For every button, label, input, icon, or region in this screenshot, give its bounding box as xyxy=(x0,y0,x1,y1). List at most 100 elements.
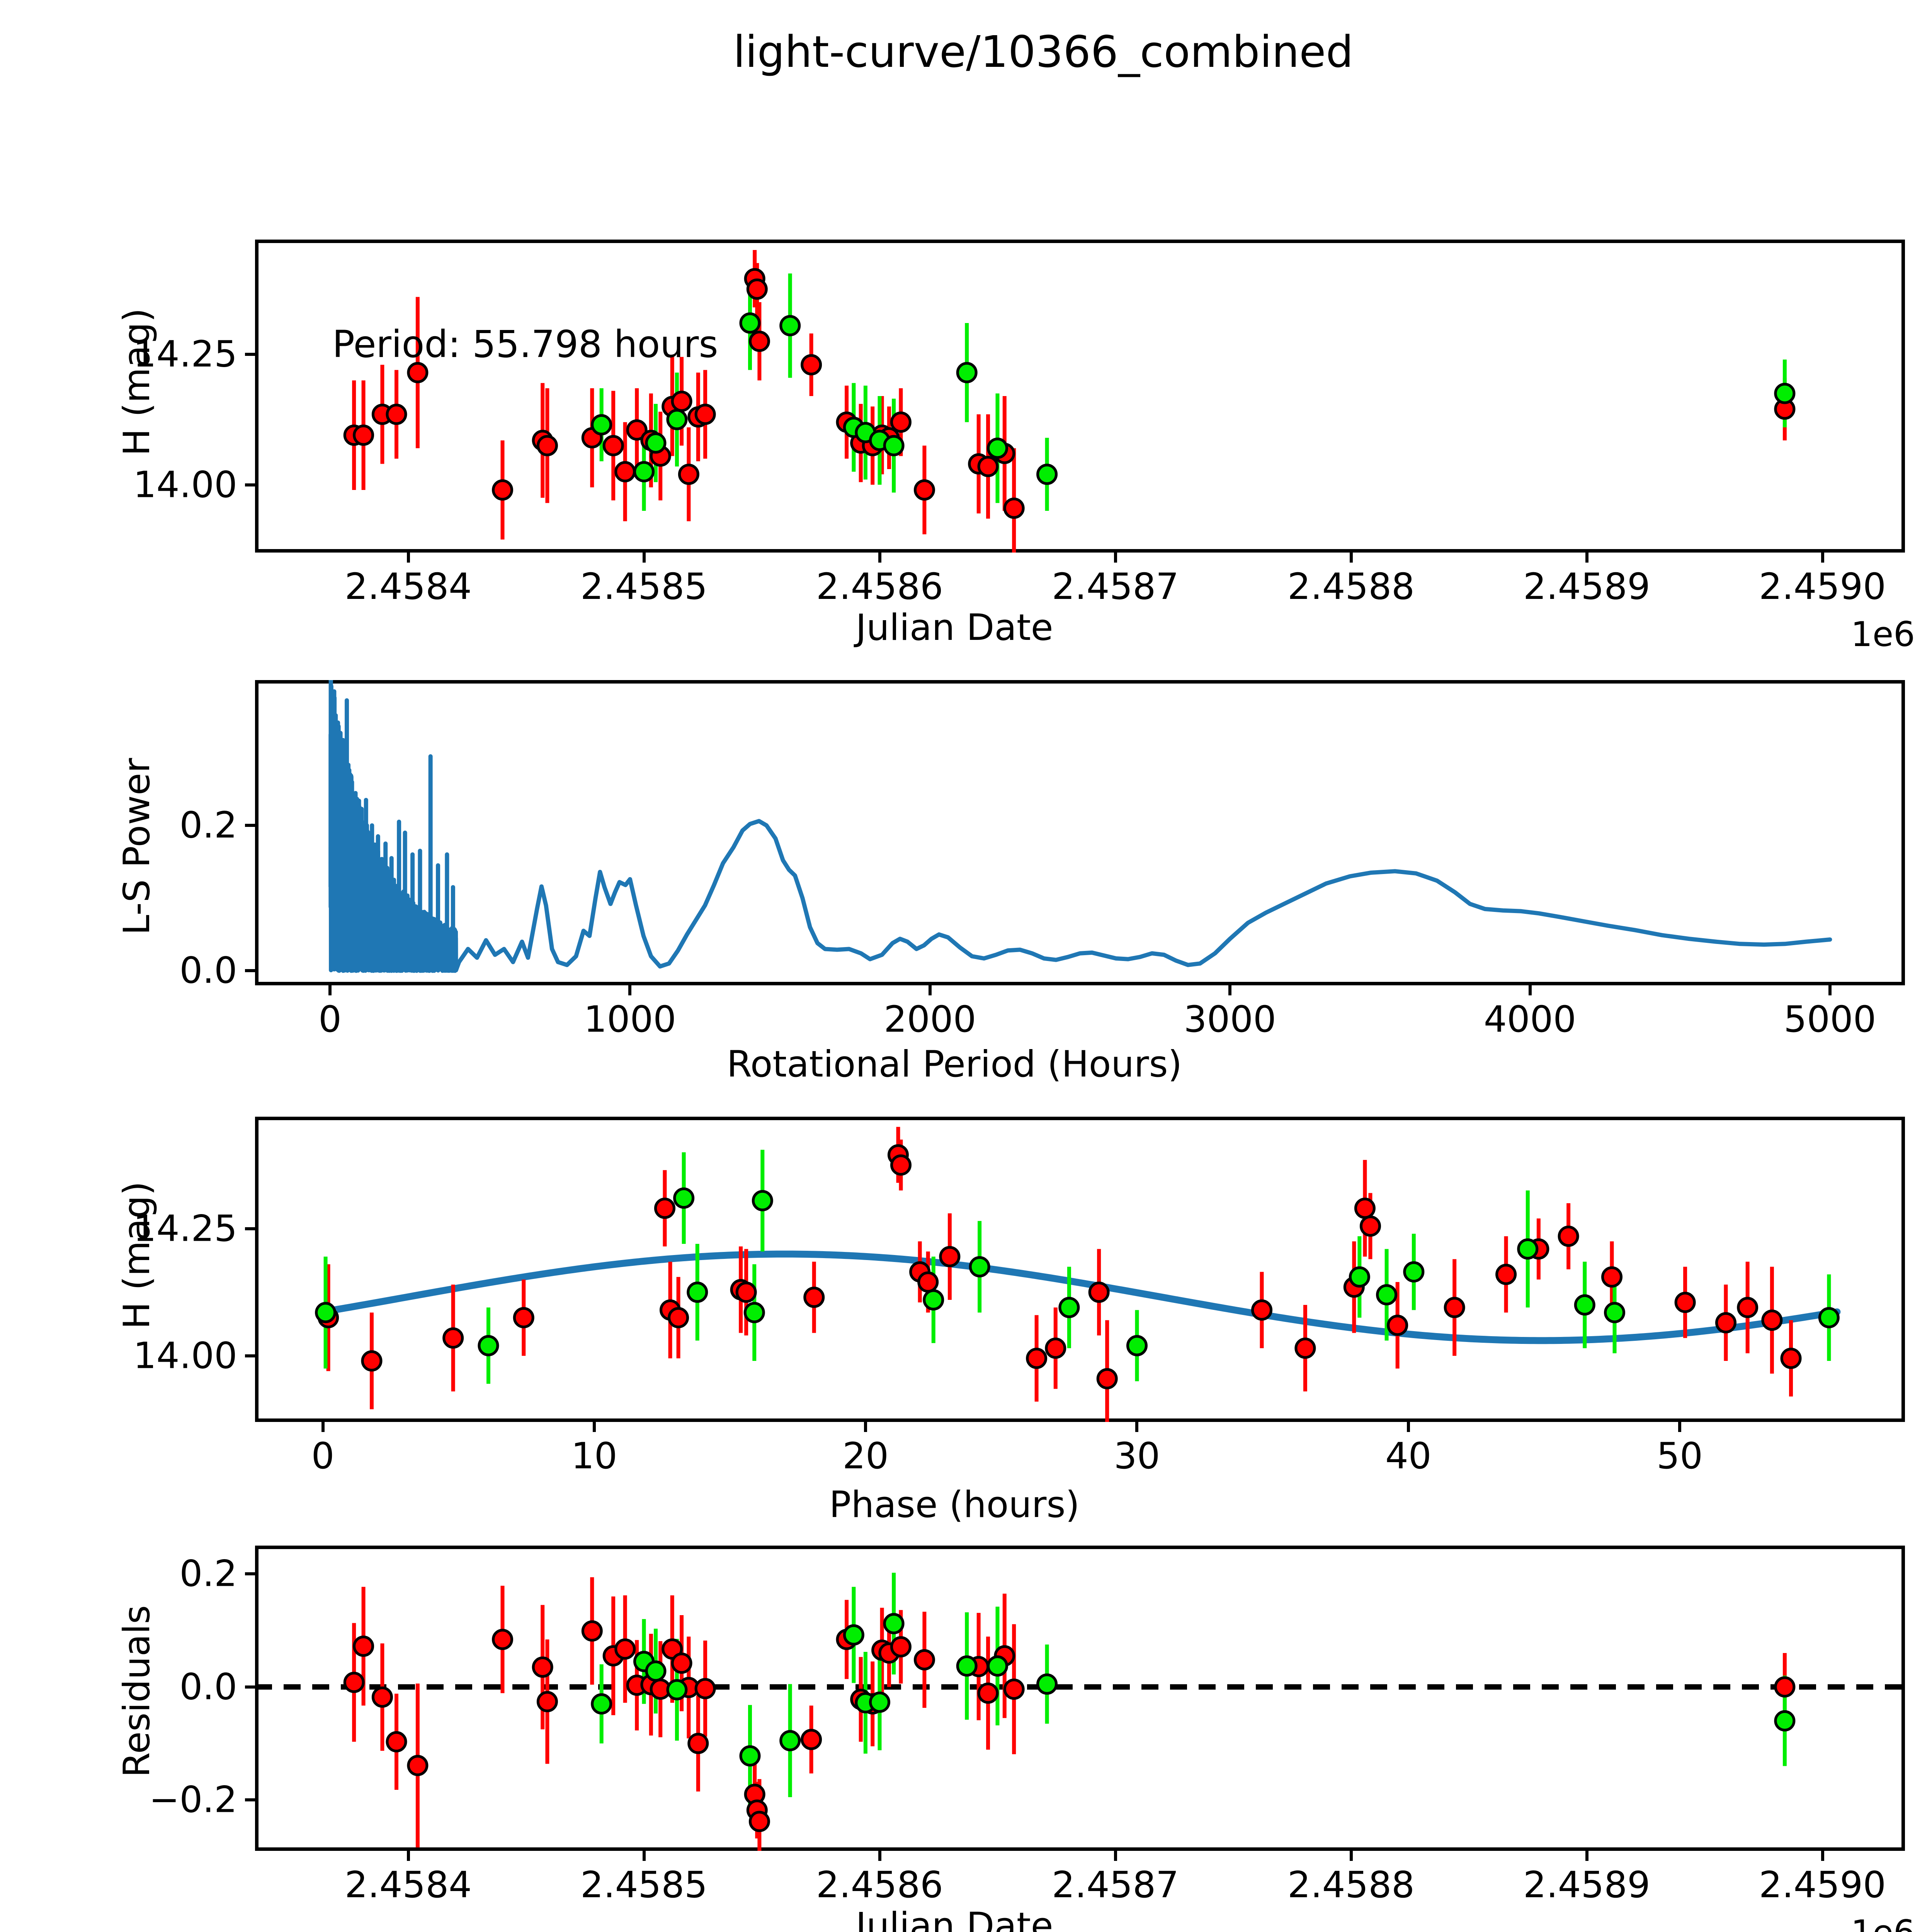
data-point xyxy=(1444,1297,1465,1318)
data-point xyxy=(917,1271,939,1293)
light-curve-xtick-label: 2.4584 xyxy=(345,566,472,608)
phase-folded-xtick-label: 40 xyxy=(1385,1435,1432,1477)
phase-folded-ytick-label: 14.25 xyxy=(133,1208,237,1250)
residuals-xlabel: Julian Date xyxy=(855,1905,1053,1932)
data-point xyxy=(694,403,716,425)
periodogram-ylabel: L-S Power xyxy=(116,758,158,935)
data-point xyxy=(1088,1281,1110,1303)
phase-folded-xtick-mark xyxy=(864,1422,867,1432)
data-point xyxy=(803,1286,825,1308)
data-point xyxy=(1126,1335,1148,1356)
data-point xyxy=(1045,1337,1066,1359)
light-curve-ytick-mark xyxy=(245,353,255,356)
data-point xyxy=(890,1636,912,1658)
residuals-ytick-label: 0.2 xyxy=(179,1553,238,1595)
data-point xyxy=(371,1686,393,1708)
data-point xyxy=(386,403,407,425)
data-point xyxy=(956,1655,978,1677)
data-point xyxy=(361,1350,383,1372)
residuals-xtick-label: 2.4590 xyxy=(1759,1864,1886,1906)
data-point xyxy=(1774,1676,1796,1698)
residuals-ytick-mark xyxy=(245,1572,255,1576)
data-point xyxy=(1354,1197,1376,1219)
phase-folded-xtick-mark xyxy=(592,1422,596,1432)
data-point xyxy=(1574,1294,1595,1316)
data-point xyxy=(581,1620,603,1642)
data-point xyxy=(743,1302,765,1323)
residuals-ytick-label: 0.0 xyxy=(179,1666,238,1708)
periodogram-xtick-mark xyxy=(1228,985,1232,995)
periodogram-xtick-mark xyxy=(628,985,632,995)
phase-folded-ytick-mark xyxy=(245,1354,255,1357)
phase-folded-xtick-label: 30 xyxy=(1114,1435,1160,1477)
light-curve-xtick-mark xyxy=(406,553,410,563)
data-point xyxy=(748,330,770,352)
residuals-ylabel: Residuals xyxy=(116,1605,158,1777)
phase-folded-xtick-mark xyxy=(1678,1422,1682,1432)
period-annotation: Period: 55.798 hours xyxy=(332,323,718,366)
residuals-xtick-label: 2.4584 xyxy=(345,1864,472,1906)
light-curve-xtick-mark xyxy=(1114,553,1117,563)
data-point xyxy=(1349,1266,1370,1288)
data-point xyxy=(633,461,655,483)
residuals-xtick-mark xyxy=(1114,1851,1117,1861)
residuals-xtick-label: 2.4589 xyxy=(1523,1864,1650,1906)
periodogram-xlabel: Rotational Period (Hours) xyxy=(726,1043,1182,1085)
light-curve-xtick-mark xyxy=(1349,553,1353,563)
data-point xyxy=(969,1256,990,1277)
data-point xyxy=(748,1811,770,1832)
data-point xyxy=(977,456,999,477)
light-curve-xtick-label: 2.4587 xyxy=(1052,566,1179,608)
data-point xyxy=(666,409,688,430)
light-curve-panel: Period: 55.798 hours xyxy=(255,240,1905,553)
data-point xyxy=(536,435,558,456)
data-point xyxy=(779,1730,801,1752)
data-point xyxy=(1774,1710,1796,1732)
data-point xyxy=(602,435,624,456)
data-point xyxy=(883,1613,905,1634)
periodogram-ytick-label: 0.0 xyxy=(179,949,238,992)
light-curve-x-exponent: 1e6 xyxy=(1851,614,1915,654)
residuals-ytick-mark xyxy=(245,1685,255,1689)
periodogram-xtick-label: 0 xyxy=(318,998,342,1041)
data-point xyxy=(890,1154,912,1176)
residuals-xtick-label: 2.4588 xyxy=(1287,1864,1415,1906)
periodogram-xtick-label: 3000 xyxy=(1184,998,1276,1041)
figure-title: light-curve/10366_combined xyxy=(733,27,1354,77)
residuals-xtick-mark xyxy=(406,1851,410,1861)
light-curve-xtick-label: 2.4588 xyxy=(1287,566,1415,608)
data-point xyxy=(1761,1310,1783,1331)
light-curve-xtick-label: 2.4590 xyxy=(1759,566,1886,608)
data-point xyxy=(1359,1215,1381,1237)
data-point xyxy=(687,1733,709,1754)
light-curve-xtick-mark xyxy=(642,553,646,563)
phase-folded-frame xyxy=(255,1117,1905,1422)
data-point xyxy=(1818,1307,1840,1328)
data-point xyxy=(913,479,935,501)
data-point xyxy=(673,1187,695,1209)
data-point xyxy=(956,362,978,383)
data-point xyxy=(1558,1225,1579,1247)
periodogram-plot xyxy=(328,680,1832,973)
periodogram-ytick-label: 0.2 xyxy=(179,804,238,847)
phase-folded-xtick-label: 20 xyxy=(842,1435,889,1477)
light-curve-xtick-label: 2.4585 xyxy=(580,566,707,608)
residuals-frame xyxy=(255,1546,1905,1851)
data-point xyxy=(1674,1292,1696,1313)
data-point xyxy=(1058,1297,1080,1318)
residuals-xtick-mark xyxy=(642,1851,646,1861)
data-point xyxy=(645,432,667,454)
residuals-ytick-label: −0.2 xyxy=(149,1779,237,1821)
data-point xyxy=(987,437,1008,459)
data-point xyxy=(1604,1302,1626,1323)
phase-folded-xtick-label: 0 xyxy=(311,1435,335,1477)
data-point xyxy=(801,354,822,376)
data-point xyxy=(1003,1679,1025,1700)
data-point xyxy=(478,1335,499,1356)
data-point xyxy=(1036,464,1058,485)
phase-folded-plot xyxy=(315,1127,1841,1422)
data-point xyxy=(343,1672,365,1693)
data-point xyxy=(739,312,761,334)
phase-folded-ytick-label: 14.00 xyxy=(133,1335,237,1377)
residuals-xtick-mark xyxy=(878,1851,881,1861)
